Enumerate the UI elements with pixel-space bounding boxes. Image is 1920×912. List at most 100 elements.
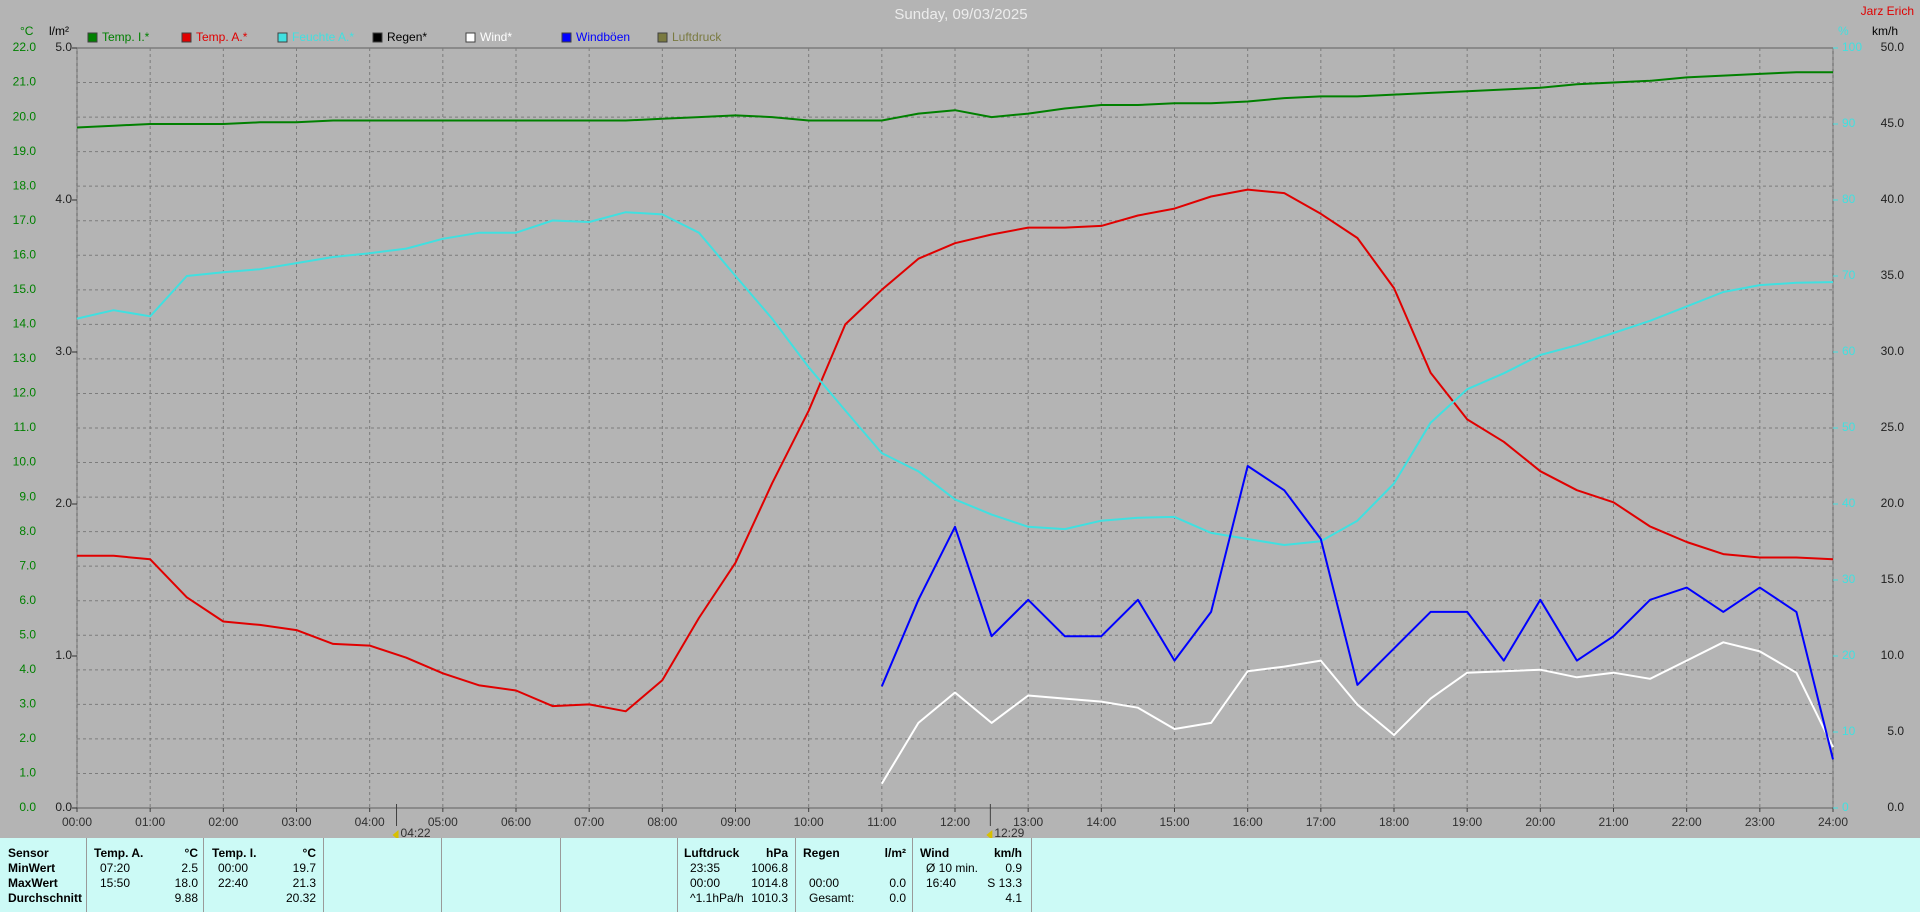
y-tick-label: 2.0 — [19, 731, 36, 745]
x-tick-label: 08:00 — [647, 815, 677, 829]
legend-swatch — [372, 32, 383, 43]
stat-value: 18.0 — [174, 876, 198, 890]
y3-tick-label: 40 — [1842, 496, 1856, 510]
marker-icon — [392, 830, 399, 838]
separator — [795, 838, 796, 912]
y-tick-label: 12.0 — [13, 386, 37, 400]
legend-label: Temp. I.* — [102, 30, 150, 44]
y3-tick-label: 80 — [1842, 192, 1856, 206]
legend-swatch — [465, 32, 476, 43]
series-line — [880, 465, 1834, 760]
stat-time: ^1.1hPa/h — [690, 891, 744, 905]
x-tick-label: 14:00 — [1086, 815, 1116, 829]
author: Jarz Erich — [1861, 4, 1914, 18]
x-tick-label: 12:00 — [940, 815, 970, 829]
y3-tick-label: 90 — [1842, 116, 1856, 130]
row-label: Sensor — [8, 846, 49, 860]
y4-tick-label: 5.0 — [55, 40, 72, 54]
y3-tick-label: 20 — [1842, 648, 1856, 662]
block-unit: l/m² — [884, 846, 906, 860]
stat-value: S 13.3 — [987, 876, 1022, 890]
y-tick-label: 10.0 — [13, 455, 37, 469]
series-line — [880, 641, 1834, 785]
stat-value: 1006.8 — [751, 861, 788, 875]
series-line — [76, 211, 1834, 546]
x-tick-label: 21:00 — [1598, 815, 1628, 829]
y2-tick-label: 45.0 — [1881, 116, 1905, 130]
y-tick-label: 13.0 — [13, 351, 37, 365]
stat-time: 00:00 — [218, 861, 249, 875]
y-tick-label: 6.0 — [19, 593, 36, 607]
separator — [1031, 838, 1032, 912]
legend-label: Regen* — [387, 30, 427, 44]
stat-time: 00:00 — [690, 876, 721, 890]
stat-value: 0.0 — [889, 891, 906, 905]
x-tick-label: 01:00 — [135, 815, 165, 829]
stat-value: 1014.8 — [751, 876, 788, 890]
x-tick-label: 07:00 — [574, 815, 604, 829]
block-title: Luftdruck — [684, 846, 740, 860]
x-tick-label: 03:00 — [281, 815, 311, 829]
legend-swatch — [87, 32, 98, 43]
block-unit: km/h — [993, 846, 1022, 860]
x-tick-label: 10:00 — [794, 815, 824, 829]
y3-tick-label: 30 — [1842, 572, 1856, 586]
y2-tick-label: 35.0 — [1881, 268, 1905, 282]
x-tick-label: 02:00 — [208, 815, 238, 829]
y-tick-label: 3.0 — [19, 697, 36, 711]
y3-tick-label: 0 — [1842, 800, 1849, 814]
marker-icon — [986, 830, 993, 838]
block-title: Regen — [803, 846, 840, 860]
y3-tick-label: 100 — [1842, 40, 1862, 54]
legend-label: Wind* — [480, 30, 512, 44]
x-tick-label: 17:00 — [1306, 815, 1336, 829]
block-title: Temp. I. — [212, 846, 257, 860]
y3-tick-label: 10 — [1842, 724, 1856, 738]
y-unit: °C — [20, 24, 34, 38]
x-tick-label: 04:00 — [355, 815, 385, 829]
series-line — [77, 188, 1834, 713]
y2-tick-label: 40.0 — [1881, 192, 1905, 206]
y2-tick-label: 15.0 — [1881, 572, 1905, 586]
legend-label: Windböen — [576, 30, 630, 44]
stat-time: 15:50 — [100, 876, 131, 890]
row-label: MaxWert — [8, 876, 58, 890]
row-label: Durchschnitt — [8, 891, 83, 905]
separator — [441, 838, 442, 912]
y4-tick-label: 3.0 — [55, 344, 72, 358]
block-unit: hPa — [765, 846, 788, 860]
row-label: MinWert — [8, 861, 56, 875]
y-tick-label: 0.0 — [19, 800, 36, 814]
x-tick-label: 18:00 — [1379, 815, 1409, 829]
x-tick-label: 05:00 — [428, 815, 458, 829]
stat-value: 0.9 — [1005, 861, 1022, 875]
stat-value: 4.1 — [1005, 891, 1022, 905]
block-title: Temp. A. — [94, 846, 144, 860]
x-tick-label: 23:00 — [1745, 815, 1775, 829]
legend-label: Temp. A.* — [196, 30, 248, 44]
x-tick-label: 11:00 — [867, 815, 896, 829]
separator — [86, 838, 87, 912]
stats-panel: Sensor MinWert MaxWert Durchschnitt Temp. A.… — [0, 838, 1920, 912]
legend-swatch — [181, 32, 192, 43]
y-tick-label: 8.0 — [19, 524, 36, 538]
y4-tick-label: 2.0 — [55, 496, 72, 510]
y4-tick-label: 0.0 — [55, 800, 72, 814]
chart: Sunday, 09/03/2025 Jarz Erich °C l/m² % … — [13, 4, 1914, 838]
y-tick-label: 14.0 — [13, 317, 37, 331]
legend-label: Feuchte A.* — [292, 30, 354, 44]
y3-unit: % — [1838, 24, 1849, 38]
y-tick-label: 11.0 — [14, 420, 37, 434]
separator — [323, 838, 324, 912]
block-unit: °C — [184, 846, 198, 860]
y2-tick-label: 20.0 — [1881, 496, 1905, 510]
x-tick-label: 22:00 — [1672, 815, 1702, 829]
stat-time: 07:20 — [100, 861, 131, 875]
stat-value: 21.3 — [292, 876, 316, 890]
y-tick-label: 1.0 — [19, 766, 36, 780]
legend-swatch — [561, 32, 572, 43]
block-unit: °C — [302, 846, 316, 860]
legend-swatch — [657, 32, 668, 43]
marker-label: 04:22 — [401, 826, 431, 838]
stat-time: Ø 10 min. — [926, 861, 979, 875]
